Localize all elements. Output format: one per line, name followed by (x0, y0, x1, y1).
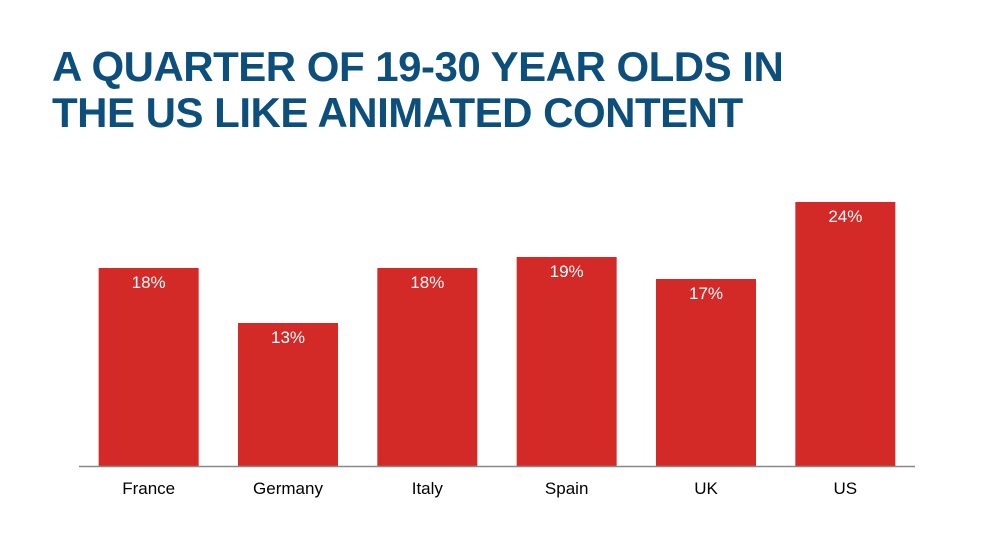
x-tick-label-france: France (122, 479, 175, 498)
x-axis-ticks: France Germany Italy Spain UK US (122, 479, 857, 498)
data-label-us: 24% (828, 207, 862, 226)
bar-uk (656, 279, 756, 466)
bar-spain (516, 257, 617, 466)
chart-title: A QUARTER OF 19-30 YEAR OLDS IN THE US L… (52, 44, 952, 136)
data-label-italy: 18% (410, 273, 444, 292)
x-tick-label-uk: UK (694, 479, 718, 498)
chart-title-line-1: A QUARTER OF 19-30 YEAR OLDS IN (52, 43, 784, 90)
data-label-france: 18% (132, 273, 166, 292)
data-label-spain: 19% (550, 262, 584, 281)
bar-france (98, 268, 199, 466)
data-label-germany: 13% (271, 328, 305, 347)
bar-group: 18% 13% 18% 19% 17% 24% (98, 202, 896, 466)
bar-us (795, 202, 896, 466)
chart-title-line-2: THE US LIKE ANIMATED CONTENT (52, 89, 743, 136)
x-tick-label-us: US (834, 479, 858, 498)
bar-italy (377, 268, 478, 466)
bar-germany (238, 323, 338, 466)
x-tick-label-italy: Italy (412, 479, 444, 498)
data-label-uk: 17% (689, 284, 723, 303)
x-tick-label-spain: Spain (545, 479, 588, 498)
x-tick-label-germany: Germany (253, 479, 323, 498)
